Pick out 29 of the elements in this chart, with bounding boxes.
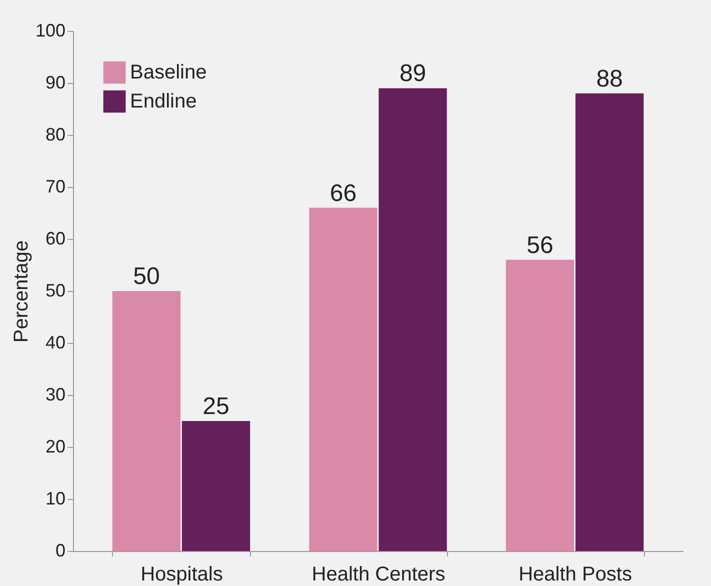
bar [575, 93, 644, 551]
y-tick-label: 70 [45, 176, 66, 196]
y-tick-label: 20 [45, 436, 66, 456]
data-label: 89 [399, 60, 426, 88]
y-tick-label: 30 [45, 384, 66, 404]
bar [309, 208, 378, 551]
y-tick-label: 60 [45, 228, 66, 248]
data-label: 25 [202, 393, 230, 420]
legend-label: Endline [130, 90, 197, 112]
data-label: 88 [596, 65, 623, 92]
data-label: 66 [330, 180, 357, 207]
bar [112, 291, 181, 551]
y-tick-label: 0 [55, 540, 66, 560]
y-axis-title: Percentage [10, 240, 32, 343]
legend-label: Baseline [130, 62, 207, 84]
y-tick-label: 50 [45, 280, 66, 300]
y-tick-label: 40 [45, 332, 66, 352]
y-tick-label: 100 [35, 20, 66, 40]
x-tick-label: Health Centers [312, 564, 446, 586]
bar [506, 260, 574, 551]
data-label: 50 [133, 263, 160, 290]
data-label: 56 [526, 232, 554, 259]
x-tick-label: Hospitals [140, 564, 223, 586]
y-tick-label: 90 [45, 72, 66, 92]
x-tick-label: Health Posts [518, 564, 632, 586]
bar [182, 421, 250, 551]
y-tick-label: 80 [45, 124, 66, 144]
y-tick-label: 10 [45, 488, 66, 508]
bar [378, 88, 447, 551]
